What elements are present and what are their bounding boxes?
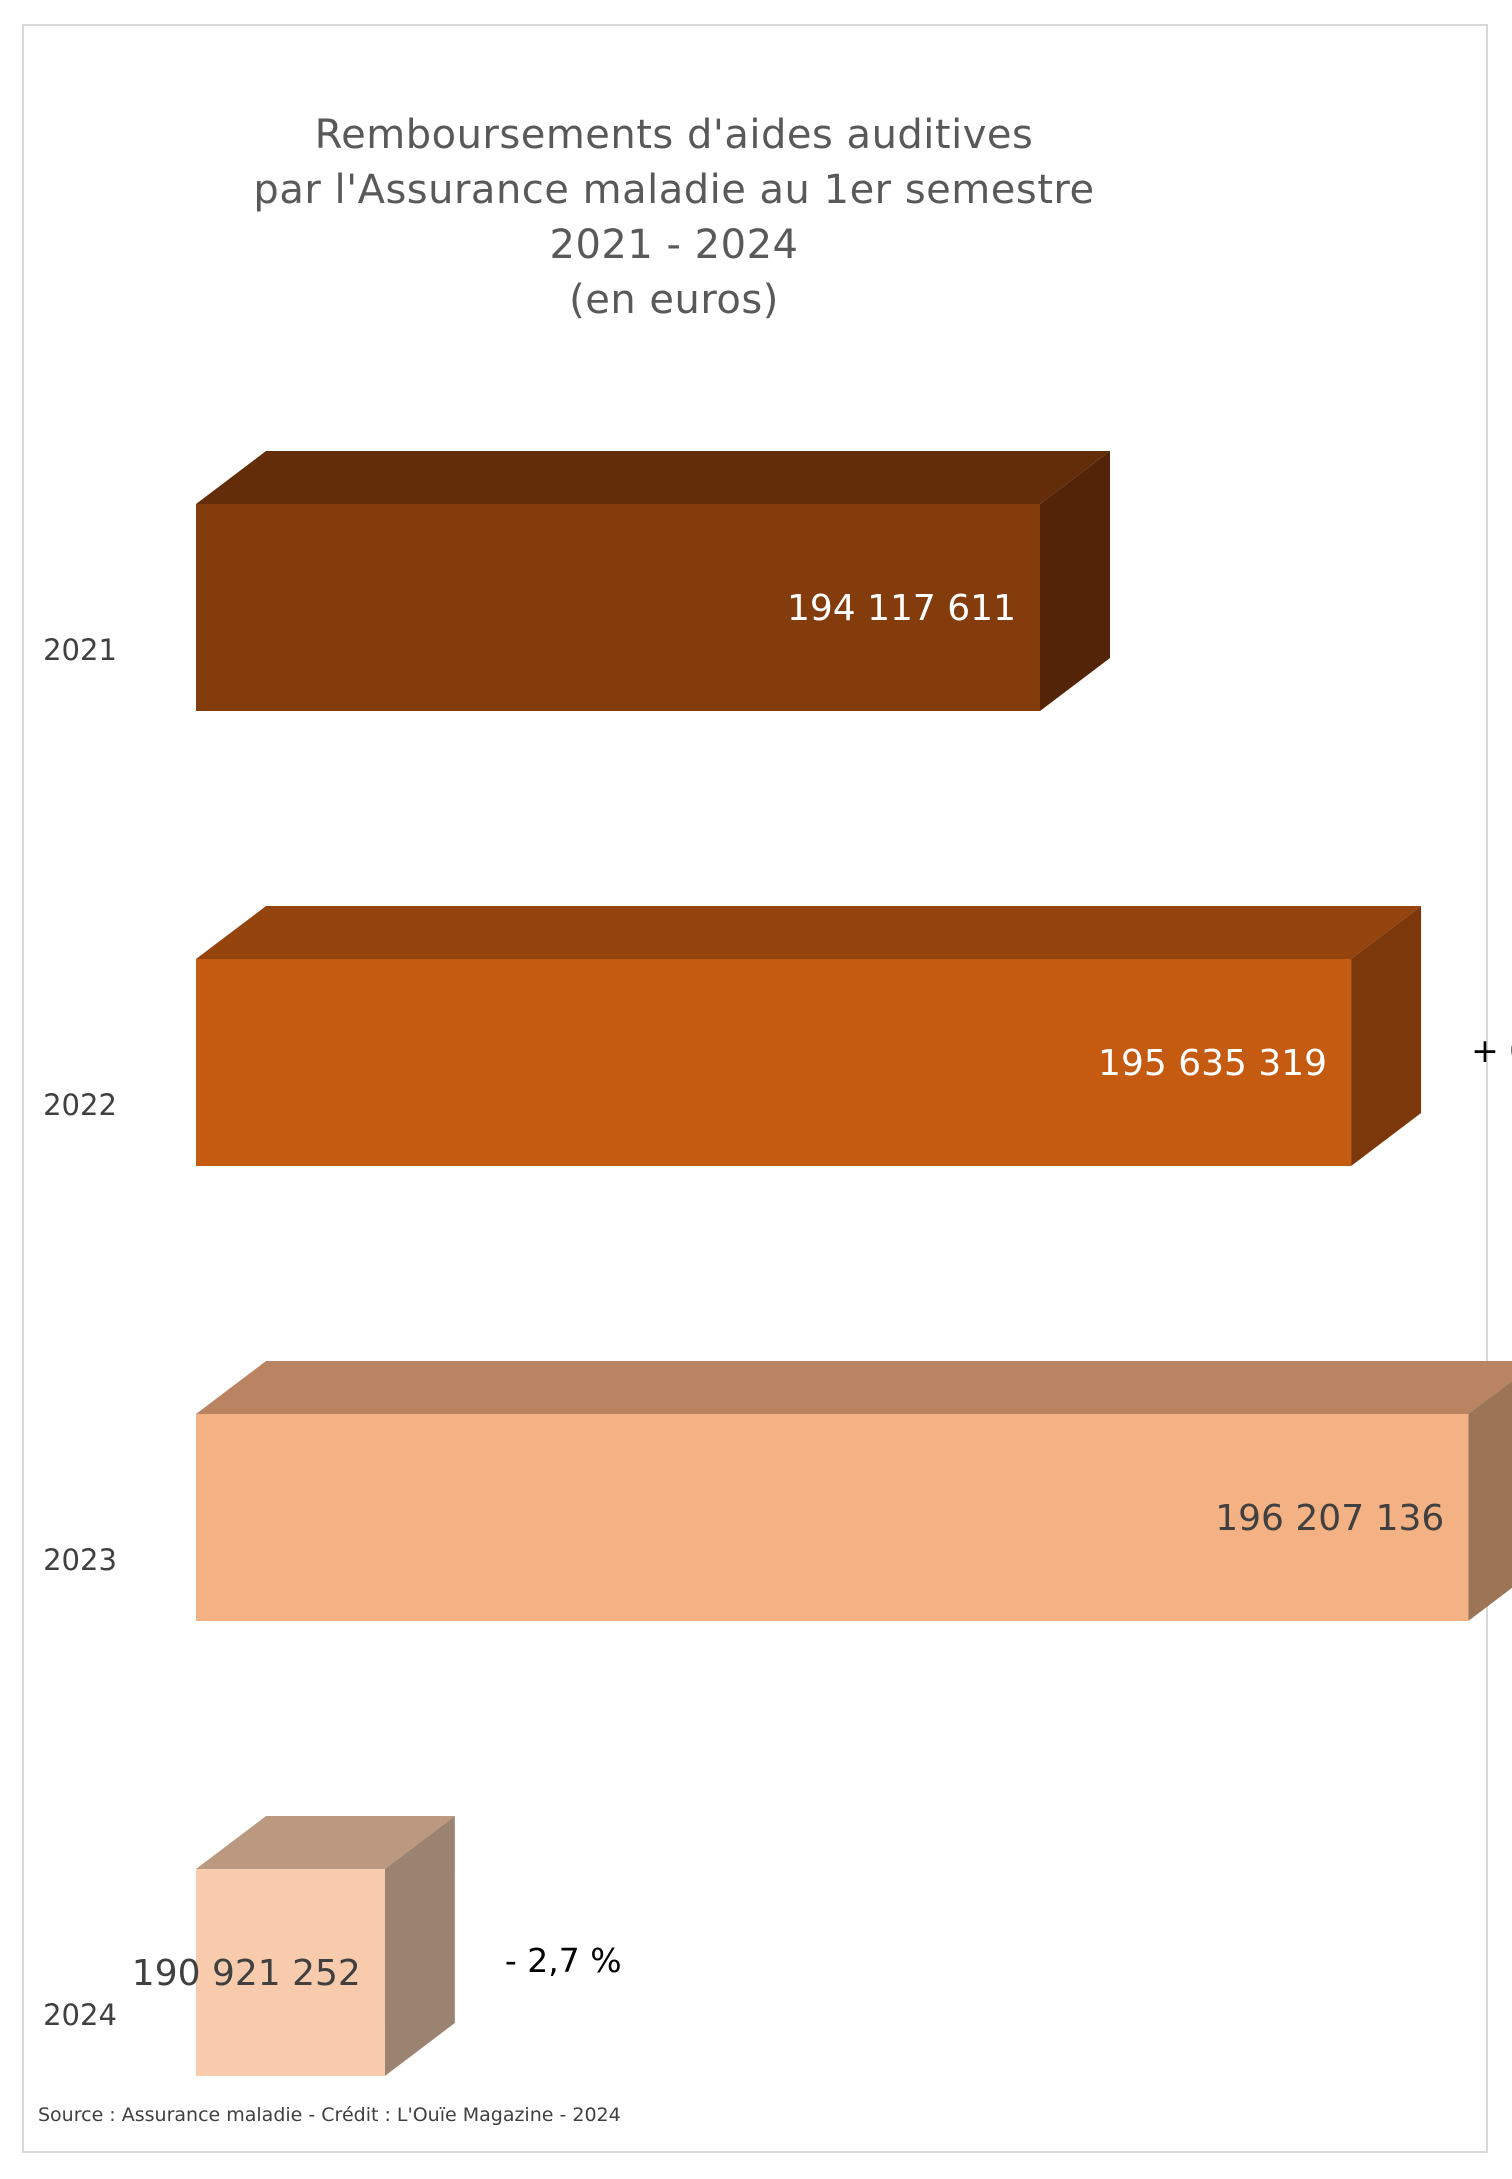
value-label: 194 117 611 (787, 588, 1016, 629)
category-label: 2024 (43, 1998, 117, 2032)
bar-top-face (196, 1361, 1512, 1414)
category-label: 2023 (43, 1543, 117, 1577)
bar-side-face (1351, 906, 1422, 1166)
change-label: + 0,8 % (1471, 1031, 1512, 1070)
value-label: 190 921 252 (132, 1953, 361, 1994)
title-line-2: par l'Assurance maladie au 1er semestre (253, 167, 1095, 213)
bar-side-face (1468, 1380, 1512, 1621)
bar (196, 1414, 1469, 1621)
bar-side-face (1040, 451, 1110, 711)
chart-title: Remboursements d'aides auditives par l'A… (150, 108, 1198, 328)
bar (196, 1869, 385, 2076)
title-line-4: (en euros) (569, 277, 779, 323)
bar-top-face (196, 906, 1422, 959)
bar-side-face (384, 1816, 455, 2076)
source-note: Source : Assurance maladie - Crédit : L'… (38, 2104, 621, 2126)
title-line-3: 2021 - 2024 (549, 222, 799, 268)
bar-top-face (196, 451, 1110, 504)
category-label: 2022 (43, 1088, 117, 1122)
bar (196, 959, 1352, 1166)
value-label: 196 207 136 (1215, 1498, 1444, 1539)
category-label: 2021 (43, 633, 117, 667)
bar-top-face (196, 1816, 455, 1869)
bar (196, 504, 1040, 711)
value-label: 195 635 319 (1098, 1043, 1327, 1084)
change-label: - 2,7 % (505, 1941, 622, 1980)
title-line-1: Remboursements d'aides auditives (314, 112, 1034, 158)
